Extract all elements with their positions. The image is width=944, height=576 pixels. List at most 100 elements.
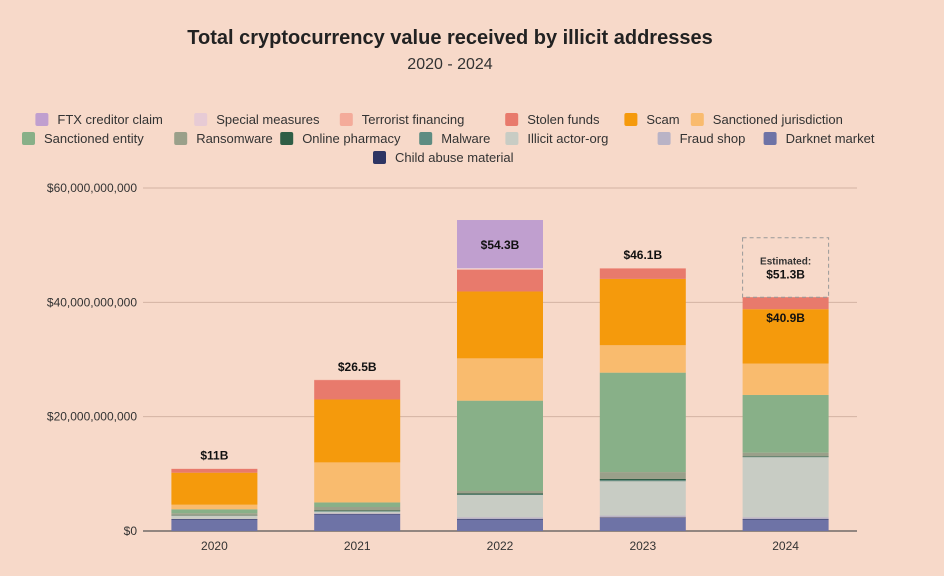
- legend-label: Fraud shop: [680, 131, 746, 146]
- legend-item-fraud-shop: Fraud shop: [657, 131, 746, 146]
- legend-swatch: [339, 113, 353, 126]
- bar-segment-sanctioned-jurisdiction-2020: [171, 504, 258, 510]
- bar-stack-2023: [599, 268, 686, 531]
- bar-segment-sanctioned-entity-2023: [599, 372, 686, 473]
- legend-label: FTX creditor claim: [57, 112, 162, 127]
- legend-label: Stolen funds: [527, 112, 600, 127]
- bar-total-label-2020: $11B: [200, 449, 228, 463]
- x-tick-label: 2023: [629, 539, 656, 553]
- bar-segment-ransomware-2021: [314, 506, 401, 511]
- legend-swatch: [763, 132, 777, 145]
- bar-segment-ransomware-2023: [599, 472, 686, 479]
- chart-title: Total cryptocurrency value received by i…: [187, 27, 713, 49]
- legend-item-darknet-market: Darknet market: [763, 131, 875, 146]
- legend-item-stolen-funds: Stolen funds: [505, 112, 600, 127]
- bar-segment-darknet-market-2022: [457, 519, 543, 531]
- bar-total-label-2024: $40.9B: [766, 311, 805, 325]
- x-tick-label: 2022: [487, 539, 514, 553]
- bar-stack-2021: [314, 379, 401, 531]
- bar-segment-fraud-shop-2021: [314, 513, 401, 514]
- bar-segment-scam-2024: [742, 309, 829, 364]
- legend-label: Child abuse material: [395, 150, 514, 165]
- legend-label: Malware: [441, 131, 490, 146]
- estimated-box: [742, 237, 830, 298]
- bar-segment-special-measures-2022: [457, 268, 543, 270]
- bar-segment-online-pharmacy-2024: [742, 456, 829, 457]
- bar-segment-ftx-creditor-claim-2022: [457, 220, 543, 269]
- bar-total-label-2022: $54.3B: [481, 238, 520, 252]
- bar-segment-scam-2021: [314, 399, 401, 463]
- legend-swatch: [505, 132, 519, 145]
- legend-item-scam: Scam: [624, 112, 680, 127]
- bar-segment-scam-2023: [599, 278, 686, 346]
- bar-segment-child-abuse-material-2020: [171, 518, 258, 520]
- legend-item-malware: Malware: [419, 131, 490, 146]
- legend-swatch: [22, 132, 35, 145]
- y-tick-label: $20,000,000,000: [47, 410, 137, 424]
- bar-segment-darknet-market-2021: [314, 514, 401, 531]
- bar-segment-ransomware-2022: [457, 490, 543, 494]
- legend-item-child-abuse-material: Child abuse material: [373, 150, 514, 165]
- legend-item-ftx-creditor-claim: FTX creditor claim: [35, 112, 163, 127]
- legend-label: Sanctioned entity: [44, 131, 144, 146]
- legend-item-illicit-actor-org: Illicit actor-org: [505, 131, 608, 146]
- bar-segment-sanctioned-entity-2022: [457, 400, 543, 491]
- legend-swatch: [690, 113, 704, 126]
- legend-swatch: [505, 113, 519, 126]
- bar-segment-illicit-actor-org-2023: [599, 481, 686, 516]
- legend-swatch: [373, 151, 386, 164]
- bar-segment-illicit-actor-org-2020: [171, 515, 258, 519]
- legend-label: Illicit actor-org: [527, 131, 608, 146]
- estimated-label: Estimated:: [760, 257, 811, 268]
- bar-segment-sanctioned-jurisdiction-2021: [314, 462, 401, 503]
- legend-item-terrorist-financing: Terrorist financing: [339, 112, 465, 127]
- legend-item-online-pharmacy: Online pharmacy: [280, 131, 401, 146]
- bar-segment-scam-2020: [171, 472, 258, 505]
- legend-swatch: [35, 113, 49, 126]
- legend-label: Terrorist financing: [362, 112, 465, 127]
- legend-label: Special measures: [216, 112, 320, 127]
- bar-stack-2020: [171, 468, 258, 531]
- bar-segment-stolen-funds-2021: [314, 380, 401, 400]
- bar-total-label-2021: $26.5B: [338, 360, 377, 374]
- y-tick-label: $60,000,000,000: [47, 181, 137, 195]
- legend-label: Online pharmacy: [302, 131, 401, 146]
- bar-segment-stolen-funds-2020: [171, 468, 258, 473]
- bar-segment-sanctioned-jurisdiction-2023: [599, 345, 686, 373]
- bar-segment-child-abuse-material-2021: [314, 513, 401, 515]
- bar-segment-online-pharmacy-2022: [457, 493, 543, 495]
- bar-segment-child-abuse-material-2023: [599, 517, 686, 518]
- legend-swatch: [624, 113, 638, 126]
- x-tick-label: 2020: [201, 539, 228, 553]
- grid: $0 $20,000,000,000 $40,000,000,000 $60,000,…: [47, 181, 857, 538]
- y-tick-label: $40,000,000,000: [47, 295, 137, 309]
- legend-swatch: [657, 132, 671, 145]
- legend-swatch: [194, 113, 208, 126]
- bar-labels: 2020 2021 2022 2023 2024 Estimated:$51.3B $11B…: [200, 237, 830, 553]
- bar-segment-darknet-market-2023: [599, 517, 686, 531]
- y-tick-label: $0: [124, 524, 138, 538]
- x-tick-label: 2024: [772, 539, 799, 553]
- bar-segment-online-pharmacy-2023: [599, 478, 686, 481]
- bar-segment-scam-2022: [457, 291, 543, 359]
- bar-segment-child-abuse-material-2022: [457, 518, 543, 520]
- bars: [171, 220, 829, 531]
- legend-item-special-measures: Special measures: [194, 112, 320, 127]
- bar-segment-fraud-shop-2024: [742, 517, 829, 519]
- chart-subtitle: 2020 - 2024: [407, 56, 493, 73]
- bar-segment-ransomware-2020: [171, 513, 258, 516]
- bar-segment-sanctioned-entity-2024: [742, 394, 829, 453]
- bar-segment-terrorist-financing-2022: [457, 269, 543, 270]
- bar-total-label-2023: $46.1B: [623, 248, 662, 262]
- bar-segment-online-pharmacy-2021: [314, 510, 401, 511]
- legend-label: Sanctioned jurisdiction: [713, 112, 843, 127]
- bar-segment-darknet-market-2024: [742, 519, 829, 531]
- bar-segment-illicit-actor-org-2022: [457, 494, 543, 518]
- legend-swatch: [280, 132, 294, 145]
- bar-segment-illicit-actor-org-2021: [314, 511, 401, 514]
- estimated-value-label: $51.3B: [766, 268, 805, 282]
- legend-label: Ransomware: [196, 131, 273, 146]
- bar-stack-2024: [742, 297, 829, 531]
